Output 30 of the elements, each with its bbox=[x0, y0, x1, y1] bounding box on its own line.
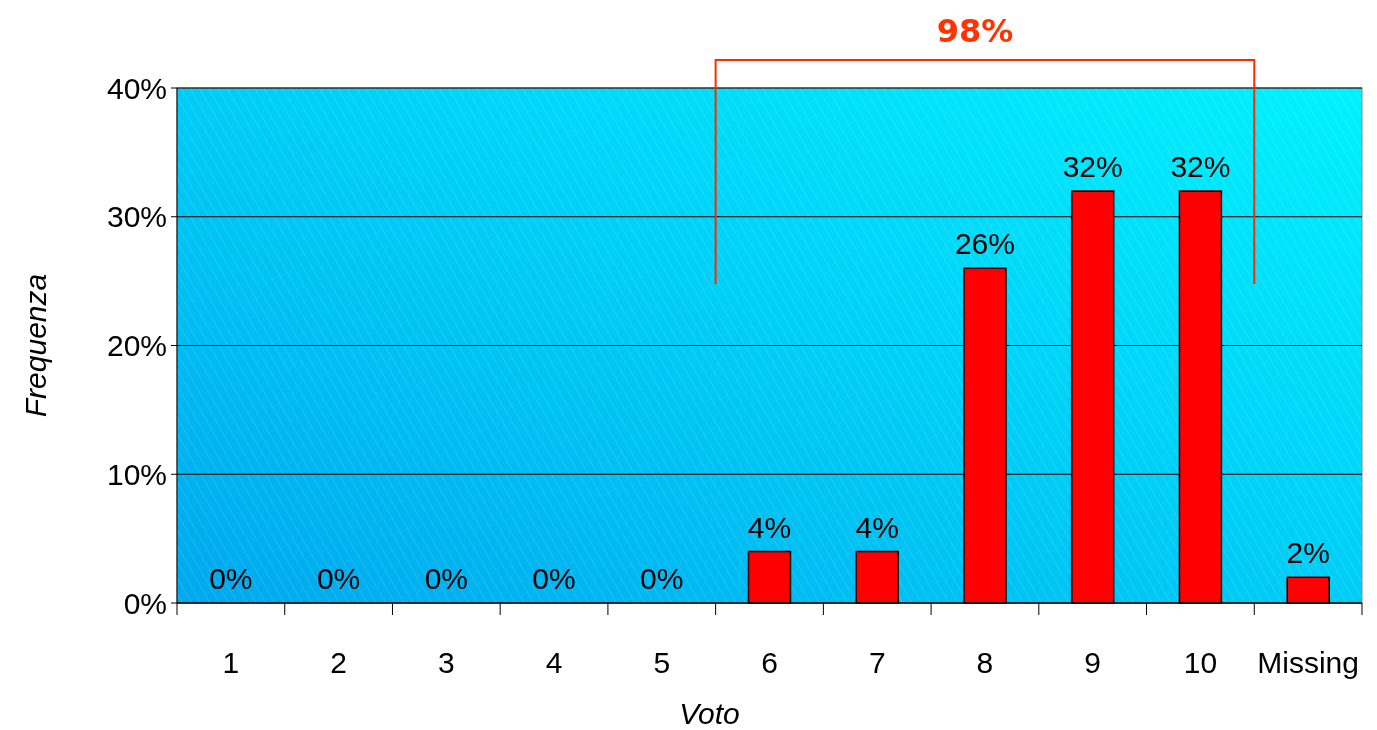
x-tick-label: 5 bbox=[653, 646, 671, 679]
data-label: 0% bbox=[640, 562, 684, 595]
data-label: 0% bbox=[424, 562, 468, 595]
x-tick-label: Missing bbox=[1257, 646, 1359, 679]
y-tick-label: 20% bbox=[106, 329, 167, 362]
data-label: 26% bbox=[954, 227, 1015, 261]
y-tick-label: 40% bbox=[106, 71, 167, 105]
data-label: 0% bbox=[209, 562, 253, 595]
text: 98% bbox=[936, 12, 1014, 50]
y-tick-label: 30% bbox=[106, 200, 167, 234]
data-label: 4% bbox=[747, 510, 792, 544]
data-label: 4% bbox=[855, 510, 899, 544]
data-label: 0% bbox=[532, 562, 576, 595]
x-tick-label: 3 bbox=[437, 646, 455, 679]
data-label: 0% bbox=[316, 562, 361, 595]
x-tick-label: 6 bbox=[761, 646, 778, 679]
data-label: 32% bbox=[1170, 150, 1231, 183]
x-tick-label: 2 bbox=[330, 646, 347, 679]
x-tick-label: 4 bbox=[545, 646, 563, 679]
data-label: 32% bbox=[1062, 150, 1123, 183]
y-tick-label: 10% bbox=[106, 457, 167, 491]
x-tick-label: 8 bbox=[976, 646, 994, 679]
y-tick-label: 0% bbox=[123, 586, 167, 620]
x-tick-label: 1 bbox=[222, 646, 240, 679]
x-tick-label: 9 bbox=[1084, 646, 1102, 679]
x-tick-label: 10 bbox=[1183, 646, 1218, 679]
x-axis-title: Voto bbox=[679, 697, 740, 730]
data-label: 2% bbox=[1286, 536, 1330, 570]
x-tick-label: 7 bbox=[868, 646, 886, 679]
y-axis-title: Frequenza bbox=[19, 273, 52, 418]
